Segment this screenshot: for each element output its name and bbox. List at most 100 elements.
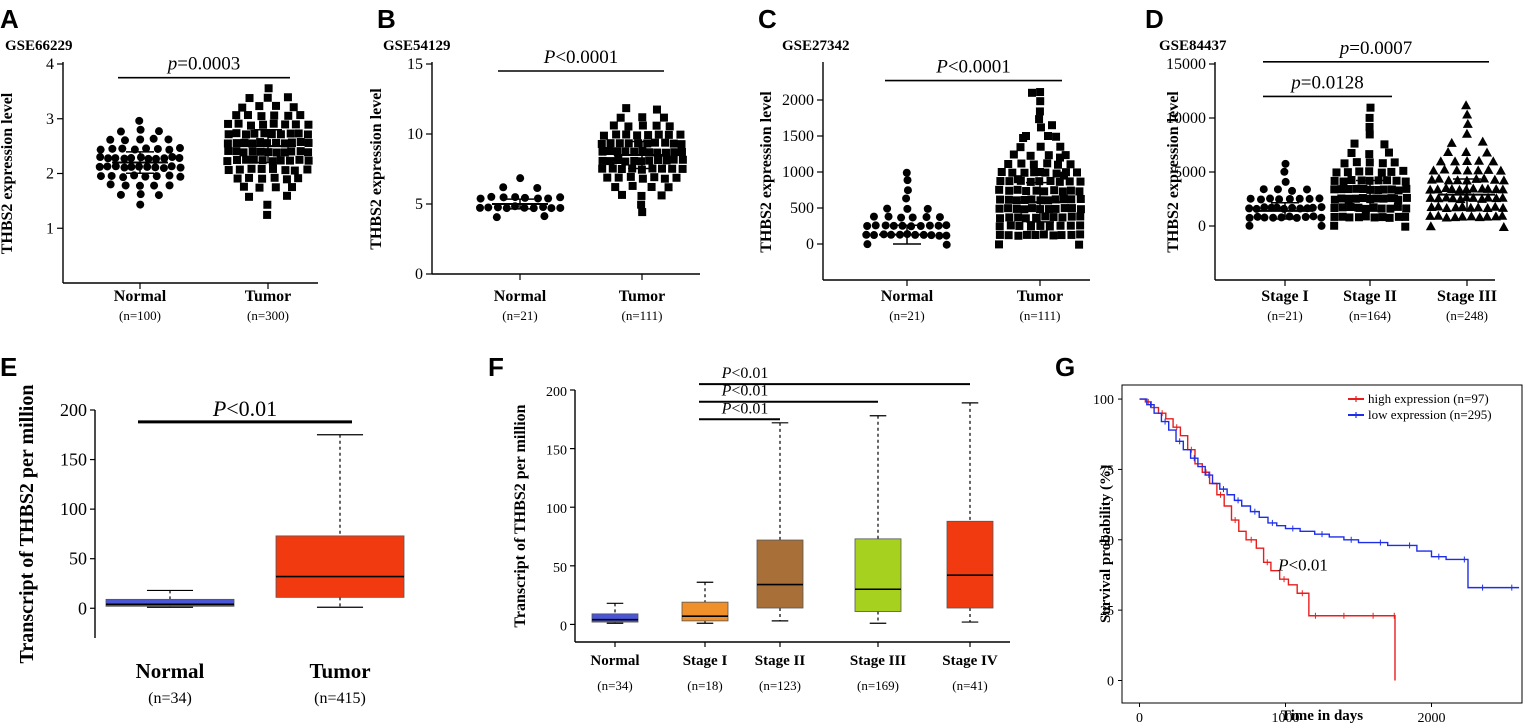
data-point	[127, 154, 136, 163]
data-point	[271, 183, 280, 192]
data-point	[1466, 211, 1477, 221]
data-point	[1288, 186, 1297, 195]
data-point	[223, 139, 232, 148]
data-point	[1393, 202, 1402, 211]
data-point	[96, 145, 105, 154]
data-point	[617, 165, 626, 174]
data-point	[1031, 230, 1040, 239]
category-label: Stage I	[683, 653, 728, 669]
p-value-label: P<0.0001	[935, 57, 1011, 78]
data-point	[1049, 231, 1058, 240]
data-point	[1067, 204, 1076, 213]
data-point	[556, 193, 565, 202]
p-value-label: P<0.01	[1277, 556, 1328, 575]
data-point	[1441, 192, 1452, 202]
data-point	[516, 174, 525, 183]
data-point	[1347, 148, 1356, 157]
data-point	[621, 147, 630, 156]
data-point	[1358, 194, 1367, 203]
data-point	[1370, 213, 1379, 222]
data-point	[1379, 185, 1388, 194]
data-point	[291, 120, 300, 129]
data-point	[1462, 156, 1473, 166]
data-point	[556, 203, 565, 212]
data-point	[672, 173, 681, 182]
data-point	[1399, 166, 1408, 175]
y-tick-label: 50	[69, 549, 87, 569]
data-point	[499, 183, 508, 192]
box-rect	[854, 538, 902, 612]
sample-size-label: (n=111)	[1019, 308, 1060, 323]
y-axis-title: Transcript of THBS2 per million	[16, 385, 38, 664]
data-point	[255, 102, 264, 111]
p-symbol: p	[1338, 38, 1350, 59]
box-panel-f: 0 50 100 150 200 Transcript of THBS2 per mill…	[512, 365, 1010, 693]
data-point	[1330, 195, 1339, 204]
data-point	[662, 156, 671, 165]
data-point	[284, 111, 293, 120]
data-point	[108, 144, 117, 153]
data-point	[633, 131, 642, 140]
data-point	[657, 191, 666, 200]
data-point	[678, 164, 687, 173]
data-point	[903, 186, 912, 195]
data-point	[1338, 212, 1347, 221]
p-value-label: p=0.0003	[166, 54, 240, 75]
data-point	[544, 194, 553, 203]
data-point	[259, 120, 268, 129]
data-point	[1305, 194, 1314, 203]
p-symbol: P	[721, 400, 732, 417]
p-value: =0.0007	[1349, 38, 1412, 59]
data-point	[151, 154, 160, 163]
data-point	[1433, 201, 1444, 211]
data-point	[1365, 122, 1374, 131]
data-point	[248, 139, 257, 148]
data-point	[1036, 123, 1045, 132]
p-value: <0.01	[731, 400, 768, 417]
data-point	[925, 221, 934, 230]
data-point	[644, 131, 653, 140]
panel-label-g: G	[1055, 352, 1075, 382]
data-point	[650, 173, 659, 182]
data-point	[270, 111, 279, 120]
data-point	[276, 130, 285, 139]
data-point	[1036, 88, 1045, 97]
data-point	[120, 136, 129, 145]
data-point	[1491, 184, 1502, 194]
data-point	[240, 138, 249, 147]
data-point	[269, 119, 278, 128]
data-point	[111, 162, 120, 171]
y-tick-label: 25	[1100, 604, 1114, 619]
data-point	[119, 173, 128, 182]
data-point	[1490, 201, 1501, 211]
data-point	[116, 190, 125, 199]
data-point	[280, 139, 289, 148]
dataset-title: GSE66229	[5, 38, 73, 54]
y-tick-label: 5	[415, 196, 423, 213]
data-point	[1043, 159, 1052, 168]
y-tick-label: 2	[46, 166, 54, 183]
data-point	[1015, 221, 1024, 230]
data-point	[1027, 195, 1036, 204]
data-point	[303, 130, 312, 139]
data-point	[1012, 204, 1021, 213]
p-symbol: P	[721, 365, 732, 382]
data-point	[295, 155, 304, 164]
data-point	[239, 182, 248, 191]
data-point	[617, 190, 626, 199]
data-point	[232, 129, 241, 138]
data-point	[1029, 160, 1038, 169]
data-point	[907, 222, 916, 231]
data-point	[1067, 195, 1076, 204]
data-point	[224, 146, 233, 155]
data-point	[286, 129, 295, 138]
data-point	[638, 174, 647, 183]
data-point	[1340, 159, 1349, 168]
data-point	[1026, 222, 1035, 231]
y-tick-label: 150	[546, 444, 567, 459]
y-tick-label: 4	[46, 56, 54, 73]
y-tick-label: 50	[1100, 534, 1114, 549]
sample-size-label: (n=21)	[1267, 308, 1303, 323]
y-tick-label: 0	[1198, 218, 1206, 235]
data-point	[1392, 176, 1401, 185]
